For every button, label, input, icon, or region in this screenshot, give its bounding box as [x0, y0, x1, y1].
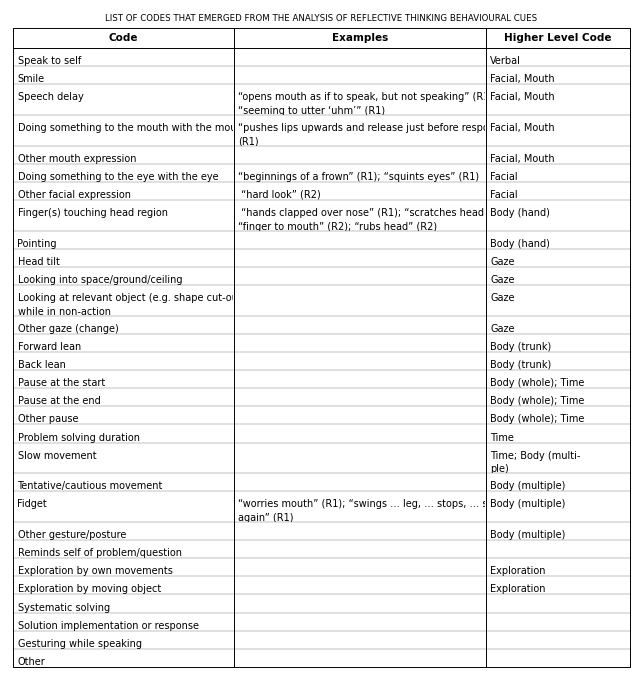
Text: “worries mouth” (R1); “swings … leg, … stops, … starts: “worries mouth” (R1); “swings … leg, … s… — [238, 499, 511, 510]
Text: “seeming to utter ‘uhm’” (R1): “seeming to utter ‘uhm’” (R1) — [238, 106, 385, 116]
Text: Body (trunk): Body (trunk) — [490, 360, 552, 370]
Text: Facial, Mouth: Facial, Mouth — [490, 154, 555, 164]
Text: “beginnings of a frown” (R1); “squints eyes” (R1): “beginnings of a frown” (R1); “squints e… — [238, 172, 479, 182]
Text: Exploration: Exploration — [490, 566, 546, 576]
Text: Time; Body (multi-: Time; Body (multi- — [490, 451, 580, 460]
Text: Body (trunk): Body (trunk) — [490, 342, 552, 352]
Text: Pause at the end: Pause at the end — [17, 396, 100, 406]
Text: Body (whole); Time: Body (whole); Time — [490, 415, 584, 425]
Text: LIST OF CODES THAT EMERGED FROM THE ANALYSIS OF REFLECTIVE THINKING BEHAVIOURAL : LIST OF CODES THAT EMERGED FROM THE ANAL… — [106, 14, 538, 23]
Text: Back lean: Back lean — [17, 360, 65, 370]
Text: Facial, Mouth: Facial, Mouth — [490, 92, 555, 102]
Text: Facial: Facial — [490, 190, 518, 200]
Text: Body (multiple): Body (multiple) — [490, 530, 566, 540]
Text: Head tilt: Head tilt — [17, 257, 60, 267]
Text: Body (hand): Body (hand) — [490, 208, 550, 218]
Text: Other mouth expression: Other mouth expression — [17, 154, 136, 164]
Text: Speak to self: Speak to self — [17, 56, 81, 66]
Text: Doing something to the mouth with the mouth: Doing something to the mouth with the mo… — [17, 123, 246, 133]
Text: Gesturing while speaking: Gesturing while speaking — [17, 639, 141, 649]
Text: Body (whole); Time: Body (whole); Time — [490, 378, 584, 388]
Text: again” (R1): again” (R1) — [238, 513, 294, 523]
Text: Forward lean: Forward lean — [17, 342, 81, 352]
Text: Facial, Mouth: Facial, Mouth — [490, 123, 555, 133]
Text: Pause at the start: Pause at the start — [17, 378, 105, 388]
Text: Facial, Mouth: Facial, Mouth — [490, 74, 555, 84]
Text: Gaze: Gaze — [490, 324, 515, 334]
Text: Other: Other — [17, 657, 45, 667]
Text: “pushes lips upwards and release just before response”: “pushes lips upwards and release just be… — [238, 123, 511, 133]
Text: Facial: Facial — [490, 172, 518, 182]
Text: “hands clapped over nose” (R1); “scratches head” (R1);: “hands clapped over nose” (R1); “scratch… — [238, 208, 516, 218]
Text: Body (multiple): Body (multiple) — [490, 499, 566, 510]
Text: Looking at relevant object (e.g. shape cut-outs),: Looking at relevant object (e.g. shape c… — [17, 293, 253, 303]
Text: Problem solving duration: Problem solving duration — [17, 433, 140, 443]
Text: (R1): (R1) — [238, 137, 259, 147]
Text: Finger(s) touching head region: Finger(s) touching head region — [17, 208, 168, 218]
Text: Exploration by own movements: Exploration by own movements — [17, 566, 172, 576]
Text: Solution implementation or response: Solution implementation or response — [17, 621, 198, 631]
Text: “hard look” (R2): “hard look” (R2) — [238, 190, 321, 200]
Text: Body (hand): Body (hand) — [490, 239, 550, 249]
Text: “finger to mouth” (R2); “rubs head” (R2): “finger to mouth” (R2); “rubs head” (R2) — [238, 222, 438, 232]
Text: Time: Time — [490, 433, 514, 443]
Text: Exploration by moving object: Exploration by moving object — [17, 584, 161, 594]
Text: Examples: Examples — [332, 33, 388, 43]
Text: Fidget: Fidget — [17, 499, 47, 510]
Text: Other gesture/posture: Other gesture/posture — [17, 530, 126, 540]
Text: Reminds self of problem/question: Reminds self of problem/question — [17, 548, 182, 558]
Text: Gaze: Gaze — [490, 257, 515, 267]
Text: Smile: Smile — [17, 74, 45, 84]
Text: Gaze: Gaze — [490, 275, 515, 285]
Text: while in non-action: while in non-action — [17, 307, 111, 317]
Text: Other pause: Other pause — [17, 415, 78, 425]
Text: Speech delay: Speech delay — [17, 92, 83, 102]
Text: Other facial expression: Other facial expression — [17, 190, 131, 200]
Text: Verbal: Verbal — [490, 56, 521, 66]
Text: Body (multiple): Body (multiple) — [490, 481, 566, 491]
Text: Higher Level Code: Higher Level Code — [504, 33, 612, 43]
Text: “opens mouth as if to speak, but not speaking” (R1);: “opens mouth as if to speak, but not spe… — [238, 92, 497, 102]
Text: Slow movement: Slow movement — [17, 451, 96, 460]
Text: Pointing: Pointing — [17, 239, 57, 249]
Text: Body (whole); Time: Body (whole); Time — [490, 396, 584, 406]
Text: Code: Code — [109, 33, 138, 43]
Text: ple): ple) — [490, 464, 509, 474]
Text: Systematic solving: Systematic solving — [17, 603, 109, 613]
Text: Tentative/cautious movement: Tentative/cautious movement — [17, 481, 163, 491]
Text: Looking into space/ground/ceiling: Looking into space/ground/ceiling — [17, 275, 182, 285]
Text: Gaze: Gaze — [490, 293, 515, 303]
Text: Exploration: Exploration — [490, 584, 546, 594]
Text: Doing something to the eye with the eye: Doing something to the eye with the eye — [17, 172, 218, 182]
Text: Other gaze (change): Other gaze (change) — [17, 324, 118, 334]
